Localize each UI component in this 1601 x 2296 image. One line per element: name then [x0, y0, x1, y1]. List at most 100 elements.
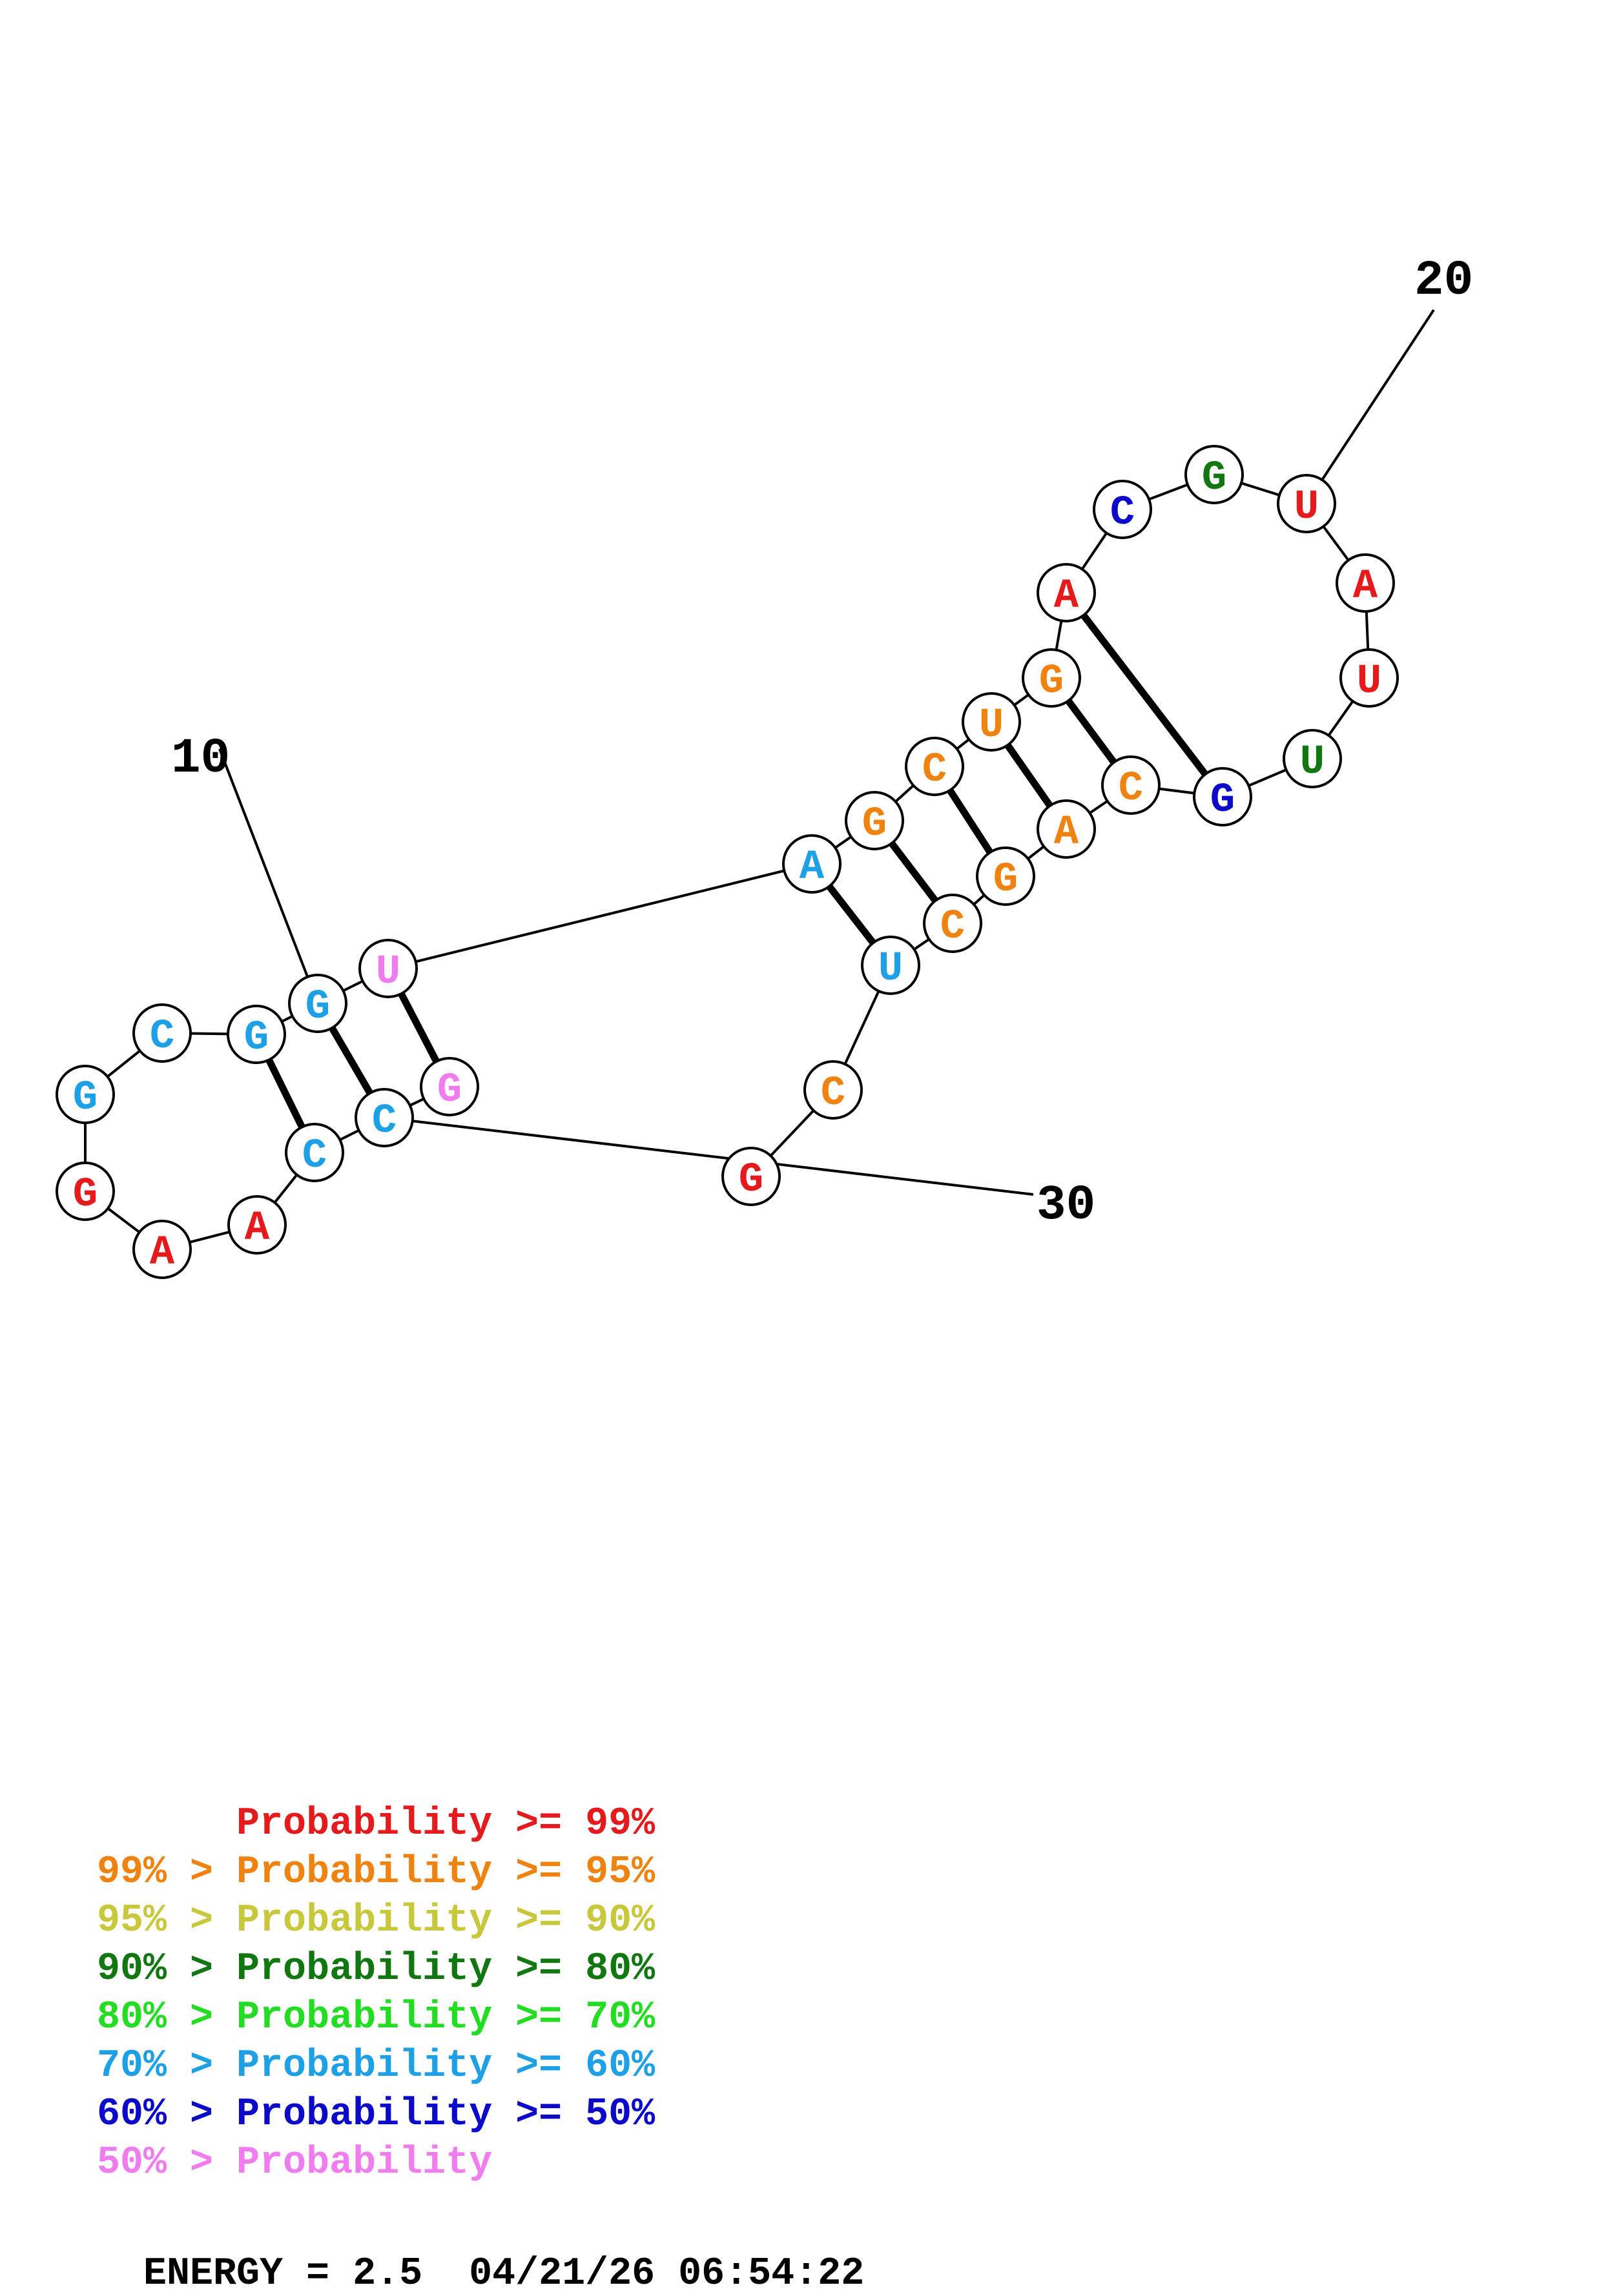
nucleotide-circle	[285, 1123, 344, 1182]
nucleotide: U	[861, 936, 920, 995]
nucleotide: A	[132, 1220, 192, 1279]
nucleotide-circle	[1037, 563, 1096, 622]
nucleotide: A	[1037, 799, 1096, 859]
nucleotide: G	[845, 791, 904, 850]
nucleotide: A	[1037, 563, 1096, 622]
timestamp: 04/21/26 06:54:22	[469, 2252, 865, 2296]
nucleotide-letter: C	[372, 1098, 397, 1145]
nucleotide: G	[56, 1065, 115, 1124]
nucleotide: G	[420, 1057, 479, 1116]
nucleotide-circle	[782, 834, 842, 894]
legend-row-p50: 60% > Probability >= 50%	[97, 2095, 655, 2134]
legend-prefix: 70% >	[97, 2044, 237, 2088]
nucleotide-letter: C	[150, 1014, 174, 1060]
nucleotide-letter: G	[244, 1015, 269, 1061]
legend-prefix: 95% >	[97, 1899, 237, 1943]
nucleotide-circle	[721, 1147, 781, 1206]
energy-footer: ENERGY = 2.5 04/21/26 06:54:22	[97, 2208, 864, 2296]
backbone-segment	[387, 863, 812, 970]
position-tick-lines	[218, 309, 1435, 1196]
nucleotide: A	[782, 834, 842, 894]
nucleotide-circle	[56, 1162, 115, 1221]
nucleotide: G	[976, 846, 1035, 906]
nucleotide-circle	[905, 737, 964, 796]
base-pair-line	[1080, 613, 1208, 777]
nucleotide: U	[1277, 474, 1336, 533]
nucleotide-circle	[1339, 648, 1399, 708]
nucleotide-circle	[1193, 767, 1252, 826]
legend-text: Probability >= 90%	[236, 1899, 656, 1943]
nucleotide-letter: U	[878, 946, 903, 992]
legend-row-p70: 80% > Probability >= 70%	[97, 1998, 655, 2037]
nucleotide-letter: C	[302, 1133, 327, 1180]
backbone-lines	[84, 473, 1370, 1251]
nucleotide: G	[1184, 445, 1244, 504]
nucleotide: C	[803, 1060, 863, 1120]
nucleotide-letter: G	[862, 801, 887, 848]
nucleotide: G	[56, 1162, 115, 1221]
nucleotide: C	[905, 737, 964, 796]
nucleotide: U	[358, 939, 418, 998]
nucleotide: U	[962, 692, 1021, 752]
nucleotide-circle	[923, 894, 982, 953]
nucleotide-circle	[1184, 445, 1244, 504]
nucleotide-circle	[1277, 474, 1336, 533]
base-pair-line	[947, 788, 993, 855]
nucleotide-letter: G	[993, 857, 1018, 903]
nucleotide-letter: C	[1110, 490, 1135, 537]
legend-prefix: 60% >	[97, 2093, 237, 2137]
nucleotide: C	[132, 1003, 192, 1063]
nucleotide-circle	[861, 936, 920, 995]
nucleotide-circle	[1101, 755, 1161, 815]
nucleotide-letter: U	[1357, 659, 1381, 705]
nucleotide-circle	[1037, 799, 1096, 859]
nucleotide-letter: A	[800, 845, 825, 891]
legend-text: Probability >= 60%	[236, 2044, 656, 2088]
nucleotide-letter: C	[940, 904, 965, 950]
nucleotide: A	[1336, 553, 1395, 613]
legend-row-p80: 90% > Probability >= 80%	[97, 1950, 655, 1989]
nucleotide: G	[288, 974, 347, 1033]
nucleotide: C	[1093, 480, 1152, 539]
nucleotide-letter: G	[437, 1067, 462, 1114]
nucleotide-letter: G	[739, 1157, 763, 1204]
energy-value: ENERGY = 2.5	[143, 2252, 423, 2296]
base-pair-line	[889, 841, 938, 903]
nucleotide-letter: U	[1294, 484, 1319, 531]
nucleotide-circle	[420, 1057, 479, 1116]
position-labels: 10 20 30	[171, 253, 1473, 1233]
nucleotide-circle	[1093, 480, 1152, 539]
nucleotide-letter: G	[1039, 659, 1064, 705]
nucleotide: G	[721, 1147, 781, 1206]
nucleotide-letter: A	[1054, 810, 1079, 856]
legend-text: Probability >= 50%	[236, 2093, 656, 2137]
nucleotide-letter: A	[1054, 573, 1079, 620]
legend-row-p90: 95% > Probability >= 90%	[97, 1901, 655, 1940]
nucleotide-circle	[132, 1003, 192, 1063]
nucleotide-circle	[1022, 648, 1081, 708]
legend-text: Probability >= 95%	[236, 1850, 656, 1894]
nucleotide-letter: U	[979, 702, 1004, 749]
nucleotide-circle	[56, 1065, 115, 1124]
nucleotide-letter: G	[305, 984, 330, 1030]
nucleotide-letter: G	[73, 1172, 98, 1218]
nucleotide: C	[355, 1088, 414, 1147]
legend-prefix: 50% >	[97, 2141, 237, 2185]
nucleotide: C	[285, 1123, 344, 1182]
nucleotide-circle	[358, 939, 418, 998]
nucleotide: C	[1101, 755, 1161, 815]
legend-text: Probability >= 70%	[236, 1996, 656, 2040]
legend-text: Probability	[236, 2141, 493, 2185]
nucleotide-circle	[288, 974, 347, 1033]
legend-prefix: 80% >	[97, 1996, 237, 2040]
nucleotide-circle	[132, 1220, 192, 1279]
nucleotide-circle	[227, 1005, 286, 1064]
nucleotide-circle	[845, 791, 904, 850]
nucleotide: G	[227, 1005, 286, 1064]
legend-text: Probability >= 80%	[236, 1947, 656, 1991]
nucleotide-letter: G	[1210, 777, 1235, 824]
nucleotide: G	[1193, 767, 1252, 826]
nucleotide-letter: U	[376, 949, 400, 996]
legend-row-plow: 50% > Probability	[97, 2144, 492, 2182]
